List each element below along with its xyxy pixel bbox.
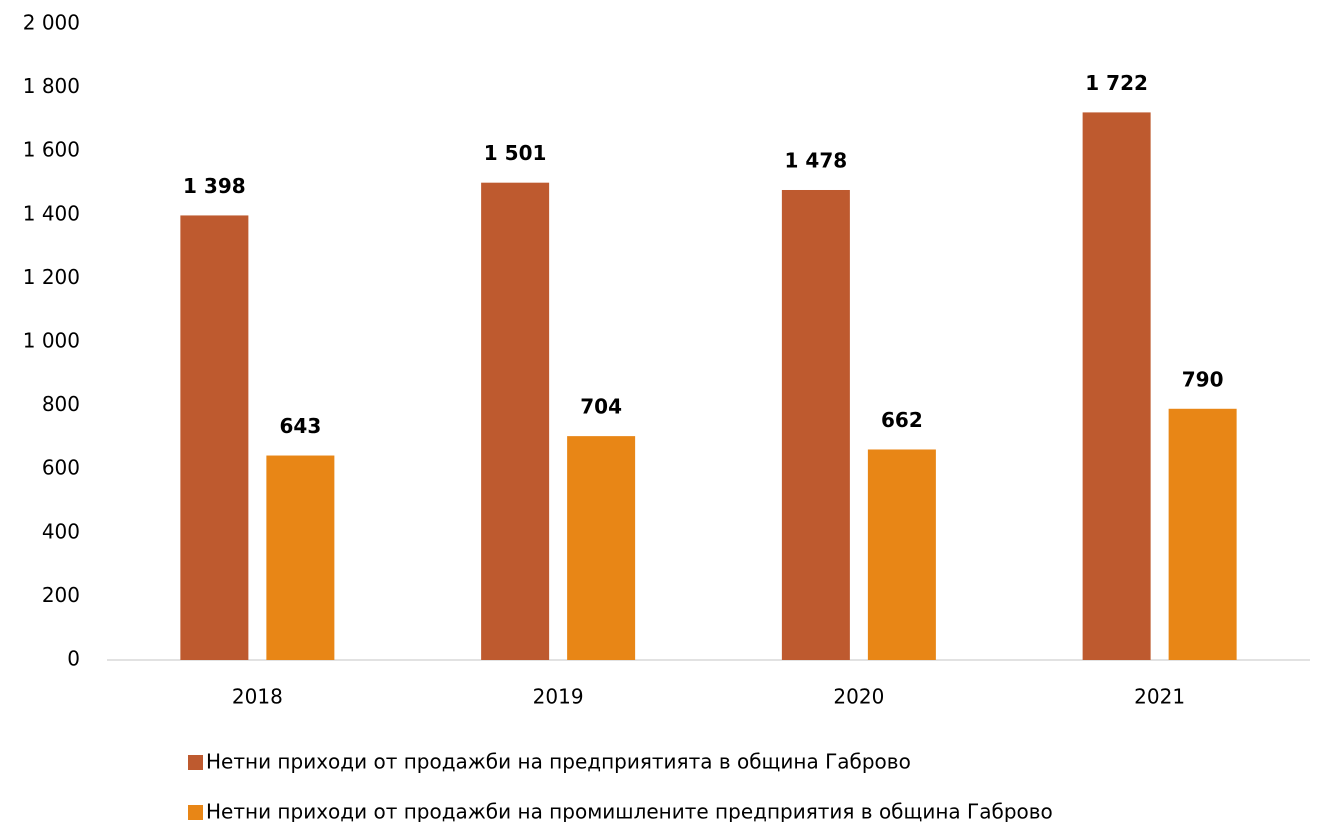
bar [481,182,550,660]
data-label: 1 501 [484,141,547,165]
data-label: 643 [280,414,322,438]
data-label: 790 [1182,367,1224,391]
x-tick-label: 2019 [533,685,584,709]
y-tick-label: 800 [42,392,80,416]
data-label: 662 [881,408,923,432]
bar [180,215,249,660]
bar [867,449,936,660]
bar [266,455,335,660]
bar [567,436,636,660]
y-tick-label: 1 800 [23,74,80,98]
legend-label: Нетни приходи от продажби на предприятия… [206,750,911,774]
y-tick-label: 400 [42,519,80,543]
x-tick-label: 2020 [833,685,884,709]
x-tick-label: 2018 [232,685,283,709]
y-tick-label: 600 [42,456,80,480]
data-label: 1 478 [785,148,848,172]
legend-swatch [188,755,203,770]
data-label: 704 [580,395,622,419]
y-tick-label: 2 000 [23,11,80,35]
y-tick-label: 0 [67,647,80,671]
y-tick-label: 1 200 [23,265,80,289]
y-tick-label: 1 400 [23,201,80,225]
legend-label: Нетни приходи от продажби на промишленит… [206,800,1053,822]
y-tick-label: 1 600 [23,138,80,162]
data-label: 1 398 [183,174,246,198]
bar [1168,408,1237,660]
x-tick-label: 2021 [1134,685,1185,709]
data-label: 1 722 [1085,71,1148,95]
bar [1082,112,1151,661]
bar [781,189,850,660]
legend-swatch [188,805,203,820]
y-tick-label: 1 000 [23,329,80,353]
y-tick-label: 200 [42,583,80,607]
